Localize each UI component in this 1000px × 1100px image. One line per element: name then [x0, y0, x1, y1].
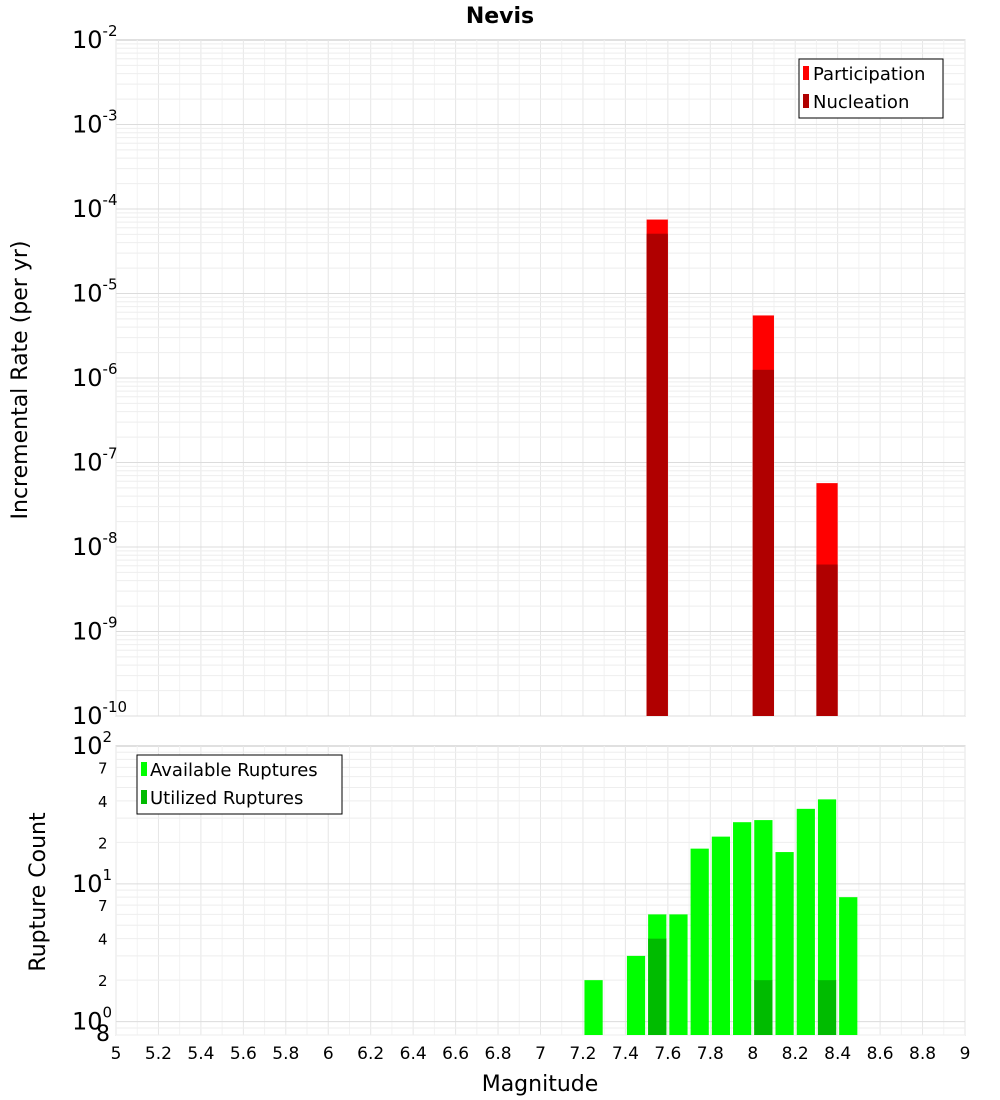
- x-tick-label: 7.8: [697, 1044, 724, 1064]
- bar-available-ruptures: [584, 980, 603, 1035]
- legend-label-nucleation: Nucleation: [813, 92, 909, 113]
- count-legend-box: [136, 754, 343, 815]
- x-tick-label: 6.2: [357, 1044, 384, 1064]
- y-tick-label: 10-9: [72, 614, 118, 646]
- y-minor-tick-label: 4: [98, 931, 108, 949]
- legend-swatch-utilized-ruptures: [141, 790, 147, 804]
- x-tick-label: 6.8: [485, 1044, 512, 1064]
- rate-y-axis-title: Incremental Rate (per yr): [8, 241, 33, 520]
- y-tick-label: 10-5: [72, 276, 118, 308]
- bar-available-ruptures: [711, 836, 731, 1035]
- x-tick-label: 7.6: [654, 1044, 681, 1064]
- legend-label-available-ruptures: Available Ruptures: [150, 760, 318, 781]
- y-minor-tick-label: 4: [98, 793, 108, 811]
- x-tick-label: 8.4: [824, 1044, 851, 1064]
- magnitude-x-ticks: 5 5.2 5.4 5.6 5.8 6 6.2 6.4 6.6 6.8 7 7.2 7.4 7.6 7.8 8…: [111, 1044, 971, 1064]
- x-tick-label: 5.6: [230, 1044, 257, 1064]
- y-tick-label: 10-3: [72, 107, 118, 139]
- chart-title: Nevis: [466, 4, 534, 29]
- count-y-ticks: 100 101 102 8 2 4 7 2 4 7: [72, 728, 112, 1047]
- bar-nucleation: [816, 564, 838, 716]
- bar-available-ruptures: [669, 914, 688, 1035]
- bar-available-ruptures: [690, 848, 709, 1035]
- x-tick-label: 5.8: [272, 1044, 299, 1064]
- y-tick-label: 10-4: [72, 191, 118, 223]
- bar-utilized-ruptures: [754, 980, 773, 1035]
- x-tick-label: 8.2: [782, 1044, 809, 1064]
- legend-label-utilized-ruptures: Utilized Ruptures: [150, 788, 303, 809]
- bar-utilized-ruptures: [648, 938, 667, 1035]
- rate-legend: Participation Nucleation: [798, 58, 944, 119]
- y-minor-tick-label: 7: [98, 759, 108, 777]
- y-tick-label: 10-2: [72, 22, 118, 54]
- x-tick-label: 5.2: [145, 1044, 172, 1064]
- y-tick-label: 10-7: [72, 445, 118, 477]
- legend-swatch-available-ruptures: [141, 762, 147, 776]
- x-tick-label: 9: [960, 1044, 971, 1064]
- bar-available-ruptures: [839, 897, 858, 1035]
- rate-y-ticks: 10-10 10-9 10-8 10-7 10-6 10-5 10-4 10-3 10-2: [72, 22, 127, 730]
- x-tick-label: 6.4: [400, 1044, 427, 1064]
- x-tick-label: 8.8: [909, 1044, 936, 1064]
- rate-bars: [646, 219, 838, 717]
- legend-swatch-nucleation: [803, 94, 809, 108]
- x-tick-label: 6: [323, 1044, 334, 1064]
- bar-nucleation: [752, 369, 774, 716]
- rate-gridlines: [115, 40, 966, 717]
- rate-legend-box: [798, 58, 944, 119]
- y-minor-tick-label: 2: [98, 834, 108, 852]
- y-minor-tick-label: 7: [98, 897, 108, 915]
- y-minor-tick-label: 2: [98, 972, 108, 990]
- bar-available-ruptures: [733, 822, 752, 1035]
- x-tick-label: 7.2: [569, 1044, 596, 1064]
- x-tick-label: 8.6: [867, 1044, 894, 1064]
- rate-panel: 10-10 10-9 10-8 10-7 10-6 10-5 10-4 10-3 10-2 In…: [8, 22, 966, 730]
- y-tick-label: 10-10: [72, 698, 127, 730]
- count-bars: [584, 799, 858, 1035]
- x-tick-label: 5.4: [187, 1044, 214, 1064]
- x-tick-label: 7: [535, 1044, 546, 1064]
- legend-swatch-participation: [803, 66, 809, 80]
- x-axis-title: Magnitude: [482, 1072, 599, 1097]
- bar-available-ruptures: [626, 955, 646, 1035]
- bar-available-ruptures: [775, 852, 794, 1035]
- count-y-axis-title: Rupture Count: [26, 812, 51, 972]
- bar-available-ruptures: [817, 799, 837, 1035]
- x-tick-label: 6.6: [442, 1044, 469, 1064]
- x-tick-label: 7.4: [612, 1044, 639, 1064]
- bar-nucleation: [646, 233, 668, 716]
- legend-label-participation: Participation: [813, 64, 925, 85]
- count-legend: Available Ruptures Utilized Ruptures: [136, 754, 343, 815]
- y-tick-label: 102: [72, 728, 112, 760]
- y-minor-tick-label: 8: [96, 1022, 110, 1047]
- y-tick-label: 10-6: [72, 360, 118, 392]
- y-tick-label: 100: [72, 1004, 112, 1036]
- y-tick-label: 10-8: [72, 529, 118, 561]
- x-tick-label: 5: [111, 1044, 122, 1064]
- count-panel: 100 101 102 8 2 4 7 2 4 7 5 5.2 5.4 5.6 5.8 6 6.2 6.4 6.6…: [26, 728, 970, 1097]
- bar-utilized-ruptures: [817, 980, 837, 1035]
- bar-available-ruptures: [796, 808, 815, 1035]
- x-tick-label: 8: [747, 1044, 758, 1064]
- y-tick-label: 101: [72, 866, 112, 898]
